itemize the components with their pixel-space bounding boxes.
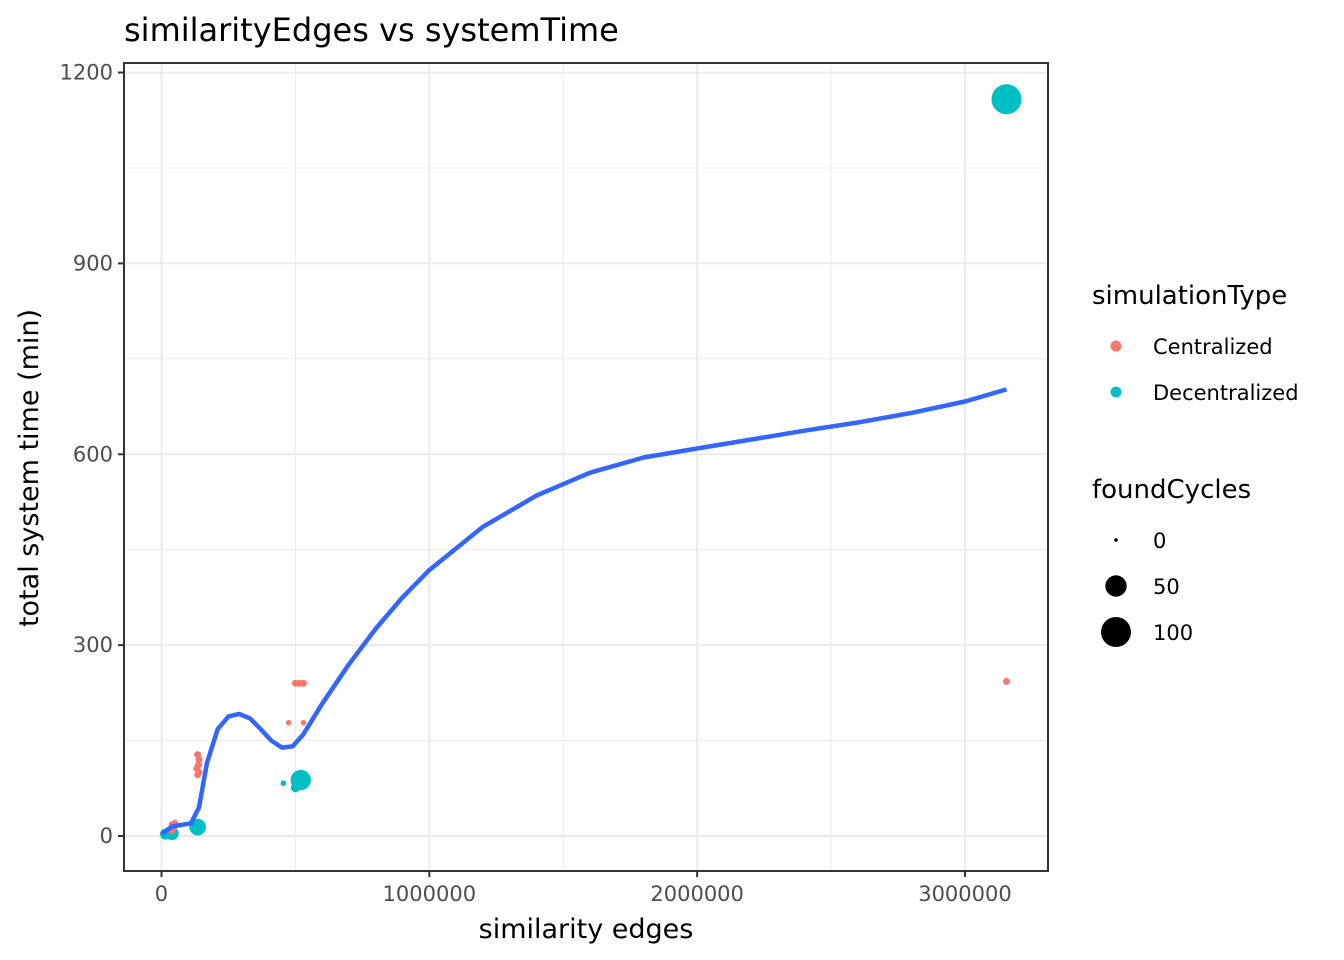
x-axis-title: similarity edges [479,914,694,945]
y-tick-label: 600 [73,442,113,466]
x-tick-label: 2000000 [650,882,744,906]
panel-border [123,62,1049,872]
data-point-centralized [285,719,292,726]
smooth-line [160,387,1008,836]
legend-key-centralized [1110,340,1122,352]
data-point-decentralized [290,783,300,793]
y-axis-ticks: 0 300 600 900 1200 [60,61,124,848]
legend-size-title: foundCycles [1092,475,1251,505]
plot-background [124,63,1048,871]
plot-panel [124,63,1048,871]
legend-size-items: 0 50 100 [1100,529,1193,648]
legend-size-key [1100,616,1132,648]
data-point-decentralized [280,780,287,786]
x-axis-ticks: 0 1000000 2000000 3000000 [155,871,1012,906]
data-point-centralized [1003,677,1010,685]
data-point-centralized [195,756,203,764]
legend-label-centralized: Centralized [1153,335,1273,359]
legend-size-label: 100 [1153,621,1193,645]
data-point-centralized [300,719,307,726]
data-points [160,84,1022,841]
legend-size-label: 50 [1153,575,1180,599]
major-gridlines [124,63,1048,871]
legend-size-key [1105,575,1127,597]
legend-key-decentralized [1110,386,1122,398]
x-tick-label: 1000000 [383,882,477,906]
y-axis-title: total system time (min) [14,309,45,627]
legend-color-title: simulationType [1092,281,1287,311]
legend-label-decentralized: Decentralized [1153,381,1299,405]
x-tick-label: 3000000 [918,882,1012,906]
data-point-centralized [299,679,307,687]
y-tick-label: 0 [100,824,113,848]
y-tick-label: 1200 [60,61,113,85]
y-tick-label: 300 [73,633,113,657]
smooth-trend [160,387,1008,836]
x-tick-label: 0 [155,882,168,906]
data-point-centralized [194,771,202,779]
legend-color-items: Centralized Decentralized [1110,335,1299,405]
data-point-decentralized [991,84,1022,115]
chart-title: similarityEdges vs systemTime [124,11,619,49]
legend-found-cycles: foundCycles 0 50 100 [1092,475,1251,648]
legend-size-key [1114,538,1118,542]
legend-size-label: 0 [1153,529,1166,553]
plot-border [123,62,1049,872]
y-tick-label: 900 [73,251,113,275]
minor-gridlines [124,63,1048,871]
legend-simulation-type: simulationType Centralized Decentralized [1092,281,1299,405]
